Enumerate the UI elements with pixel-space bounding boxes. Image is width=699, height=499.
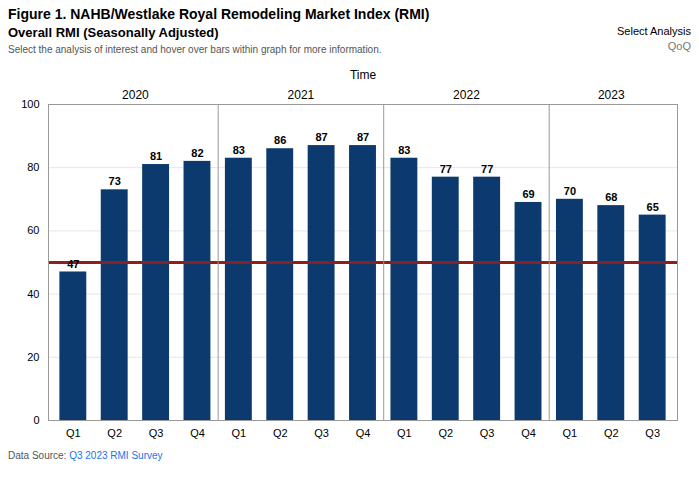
svg-text:40: 40 [27,288,39,300]
svg-text:47: 47 [67,258,79,270]
svg-text:65: 65 [647,201,659,213]
svg-text:87: 87 [357,131,369,143]
svg-text:Q3: Q3 [149,427,164,439]
svg-text:0: 0 [33,414,39,426]
svg-text:60: 60 [27,224,39,236]
svg-text:81: 81 [150,150,162,162]
svg-text:100: 100 [21,98,39,110]
svg-text:Q4: Q4 [190,427,205,439]
svg-text:Time: Time [350,68,377,82]
html-text:Select Analysis: Select Analysis [617,25,691,37]
svg-text:Q3: Q3 [314,427,329,439]
svg-text:Q1: Q1 [232,427,247,439]
svg-text:68: 68 [605,191,617,203]
svg-text:Q1: Q1 [397,427,412,439]
svg-text:20: 20 [27,351,39,363]
svg-text:82: 82 [191,147,203,159]
svg-text:87: 87 [315,131,327,143]
svg-text:83: 83 [233,144,245,156]
svg-text:Q3: Q3 [645,427,660,439]
svg-text:83: 83 [398,144,410,156]
svg-text:2020: 2020 [122,88,149,102]
svg-text:2021: 2021 [288,88,315,102]
html-text:Select the analysis of interes: Select the analysis of interest and hove… [8,44,382,55]
svg-text:80: 80 [27,161,39,173]
svg-text:77: 77 [481,163,493,175]
html-text:Figure 1. NAHB/Westlake Royal: Figure 1. NAHB/Westlake Royal Remodeling… [8,6,430,22]
svg-text:73: 73 [109,175,121,187]
svg-text:77: 77 [440,163,452,175]
svg-text:2022: 2022 [453,88,480,102]
svg-text:Q1: Q1 [563,427,578,439]
svg-text:Q2: Q2 [107,427,122,439]
svg-text:Q2: Q2 [273,427,288,439]
svg-text:Q2: Q2 [604,427,619,439]
svg-text:Q4: Q4 [521,427,536,439]
svg-text:Q1: Q1 [66,427,81,439]
svg-text:2023: 2023 [598,88,625,102]
svg-text:Q2: Q2 [438,427,453,439]
html-text:Data Source: Q3 2023 RMI Surve: Data Source: Q3 2023 RMI Survey [8,450,163,461]
svg-text:70: 70 [564,185,576,197]
svg-text:86: 86 [274,134,286,146]
html-text:QoQ: QoQ [667,40,691,52]
svg-text:69: 69 [522,188,534,200]
svg-text:Q3: Q3 [480,427,495,439]
svg-text:Q4: Q4 [356,427,371,439]
html-text:Overall RMI (Seasonally Adjust: Overall RMI (Seasonally Adjusted) [8,25,219,40]
